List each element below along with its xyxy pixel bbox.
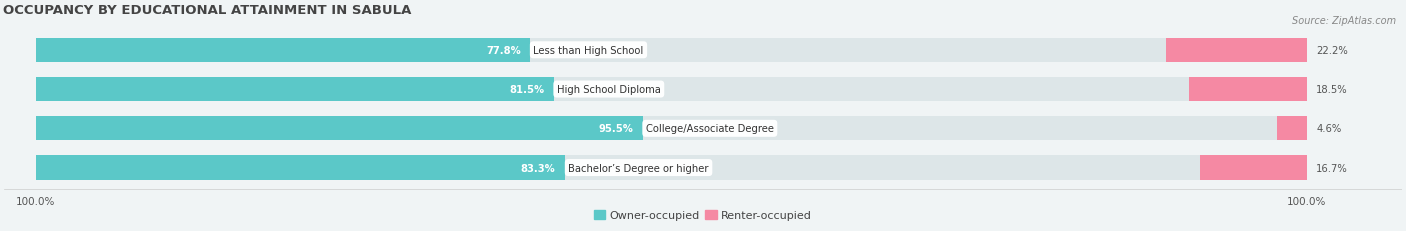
Text: 18.5%: 18.5% bbox=[1316, 85, 1348, 95]
Bar bbox=[1189, 78, 1306, 102]
Bar bbox=[37, 38, 530, 63]
Text: Bachelor’s Degree or higher: Bachelor’s Degree or higher bbox=[568, 163, 709, 173]
Text: College/Associate Degree: College/Associate Degree bbox=[645, 124, 773, 134]
Bar bbox=[37, 156, 1306, 180]
Bar bbox=[37, 117, 1306, 141]
Bar bbox=[37, 78, 554, 102]
Text: 22.2%: 22.2% bbox=[1316, 46, 1348, 55]
Bar bbox=[37, 156, 565, 180]
Bar bbox=[1166, 38, 1306, 63]
Bar bbox=[37, 78, 1306, 102]
Text: Source: ZipAtlas.com: Source: ZipAtlas.com bbox=[1292, 16, 1396, 26]
Bar bbox=[37, 117, 643, 141]
Text: 83.3%: 83.3% bbox=[520, 163, 555, 173]
Text: OCCUPANCY BY EDUCATIONAL ATTAINMENT IN SABULA: OCCUPANCY BY EDUCATIONAL ATTAINMENT IN S… bbox=[3, 4, 411, 17]
Bar bbox=[1277, 117, 1306, 141]
Text: 77.8%: 77.8% bbox=[486, 46, 520, 55]
Text: Less than High School: Less than High School bbox=[533, 46, 644, 55]
Text: 95.5%: 95.5% bbox=[598, 124, 633, 134]
Text: 81.5%: 81.5% bbox=[509, 85, 544, 95]
Bar bbox=[37, 38, 1306, 63]
Text: 4.6%: 4.6% bbox=[1316, 124, 1341, 134]
Legend: Owner-occupied, Renter-occupied: Owner-occupied, Renter-occupied bbox=[589, 205, 817, 225]
Text: 16.7%: 16.7% bbox=[1316, 163, 1348, 173]
Text: High School Diploma: High School Diploma bbox=[557, 85, 661, 95]
Bar bbox=[1201, 156, 1306, 180]
